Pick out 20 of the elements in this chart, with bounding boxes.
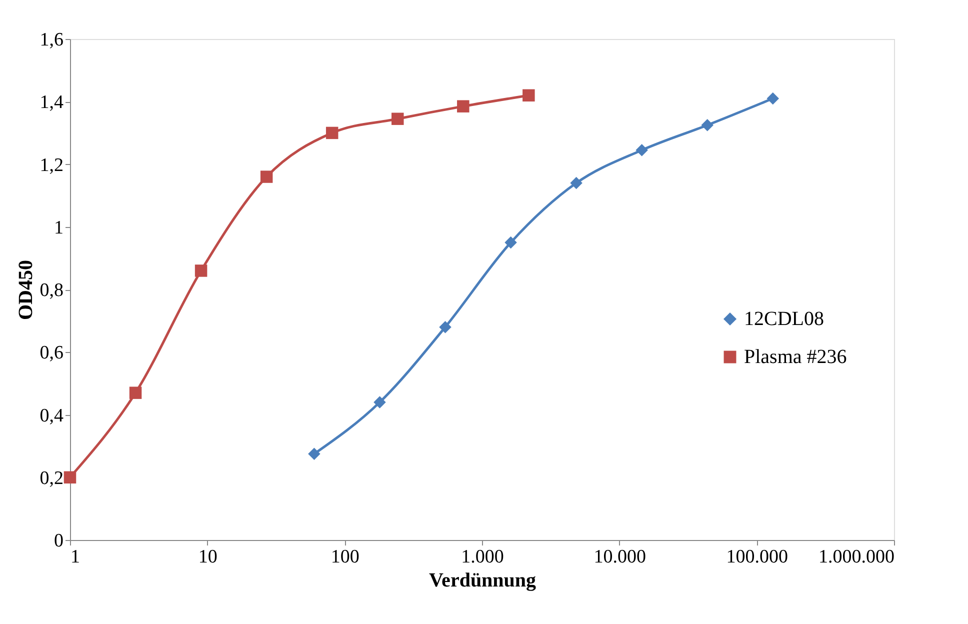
x-tick-label: 1 bbox=[70, 546, 80, 568]
y-tick-label: 1,2 bbox=[40, 154, 64, 176]
x-tick-label: 100.000 bbox=[726, 546, 788, 568]
x-tick-label: 1.000.000 bbox=[818, 546, 894, 568]
y-tick-label: 0 bbox=[54, 530, 64, 552]
y-tick-label: 0,4 bbox=[40, 405, 64, 426]
y-tick-label: 0,2 bbox=[40, 468, 64, 489]
x-tick-label: 100 bbox=[330, 546, 360, 568]
x-axis-title: Verdünnung bbox=[428, 570, 536, 592]
legend-label: Plasma #236 bbox=[744, 346, 847, 368]
x-tick-label: 10 bbox=[198, 546, 218, 568]
y-tick-label: 1 bbox=[54, 217, 64, 238]
x-tick-label: 10.000 bbox=[594, 546, 646, 568]
y-tick-label: 0,6 bbox=[40, 342, 64, 364]
x-tick-label: 1.000 bbox=[461, 546, 504, 568]
y-tick-label: 1,4 bbox=[40, 92, 64, 114]
y-tick-label: 1,6 bbox=[40, 30, 64, 50]
y-tick-label: 0,8 bbox=[40, 280, 64, 301]
y-axis-title: OD450 bbox=[14, 260, 37, 320]
legend-label: 12CDL08 bbox=[744, 308, 824, 330]
